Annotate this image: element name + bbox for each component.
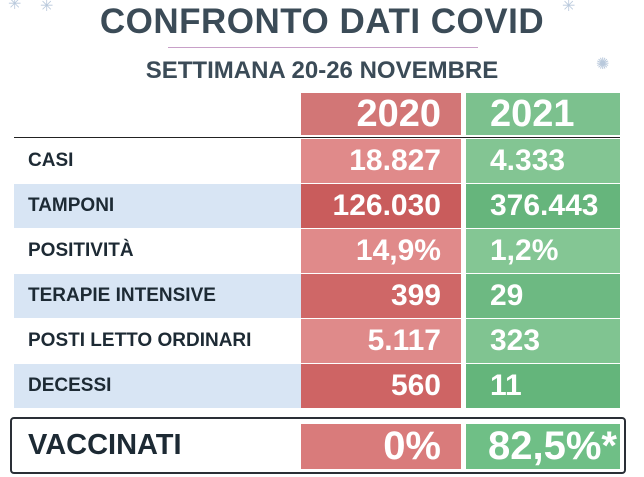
page-subtitle: SETTIMANA 20-26 NOVEMBRE bbox=[145, 57, 499, 84]
table-divider bbox=[14, 137, 620, 138]
row-label: POSTI LETTO ORDINARI bbox=[28, 330, 252, 351]
table-row: TAMPONI 126.030 376.443 bbox=[14, 184, 620, 228]
table-row: CASI 18.827 4.333 bbox=[14, 139, 620, 183]
value-2021: 4.333 bbox=[466, 139, 620, 183]
virus-decoration-icon: ✳ bbox=[562, 0, 576, 15]
value-2020: 399 bbox=[301, 274, 461, 318]
vaccinati-2021-value: 82,5%* bbox=[466, 424, 620, 469]
column-header-2020: 2020 bbox=[301, 93, 461, 135]
table-row: POSTI LETTO ORDINARI 5.117 323 bbox=[14, 319, 620, 363]
table-row: TERAPIE INTENSIVE 399 29 bbox=[14, 274, 620, 318]
title-divider bbox=[168, 47, 478, 48]
vaccinati-2020-value: 0% bbox=[301, 424, 461, 469]
vaccinati-label: VACCINATI bbox=[28, 429, 182, 461]
row-label: CASI bbox=[28, 150, 74, 171]
value-2021: 29 bbox=[466, 274, 620, 318]
row-label: DECESSI bbox=[14, 364, 301, 408]
column-header-2021: 2021 bbox=[466, 93, 620, 135]
row-label: POSITIVITÀ bbox=[28, 240, 134, 261]
value-2020: 14,9% bbox=[301, 229, 461, 273]
value-2020: 5.117 bbox=[301, 319, 461, 363]
virus-decoration-icon: ✳ bbox=[8, 0, 22, 13]
table-row: POSITIVITÀ 14,9% 1,2% bbox=[14, 229, 620, 273]
value-2021: 376.443 bbox=[466, 184, 620, 228]
vaccinati-row: VACCINATI 0% 82,5%* bbox=[10, 417, 626, 474]
virus-decoration-icon: ✺ bbox=[596, 56, 610, 73]
row-label: TERAPIE INTENSIVE bbox=[14, 274, 301, 318]
page-title: CONFRONTO DATI COVID bbox=[99, 2, 545, 41]
value-2021: 11 bbox=[466, 364, 620, 408]
value-2021: 1,2% bbox=[466, 229, 620, 273]
value-2020: 18.827 bbox=[301, 139, 461, 183]
value-2020: 126.030 bbox=[301, 184, 461, 228]
virus-decoration-icon: ✳ bbox=[40, 0, 54, 15]
row-label: TAMPONI bbox=[14, 184, 301, 228]
value-2021: 323 bbox=[466, 319, 620, 363]
value-2020: 560 bbox=[301, 364, 461, 408]
table-row: DECESSI 560 11 bbox=[14, 364, 620, 408]
